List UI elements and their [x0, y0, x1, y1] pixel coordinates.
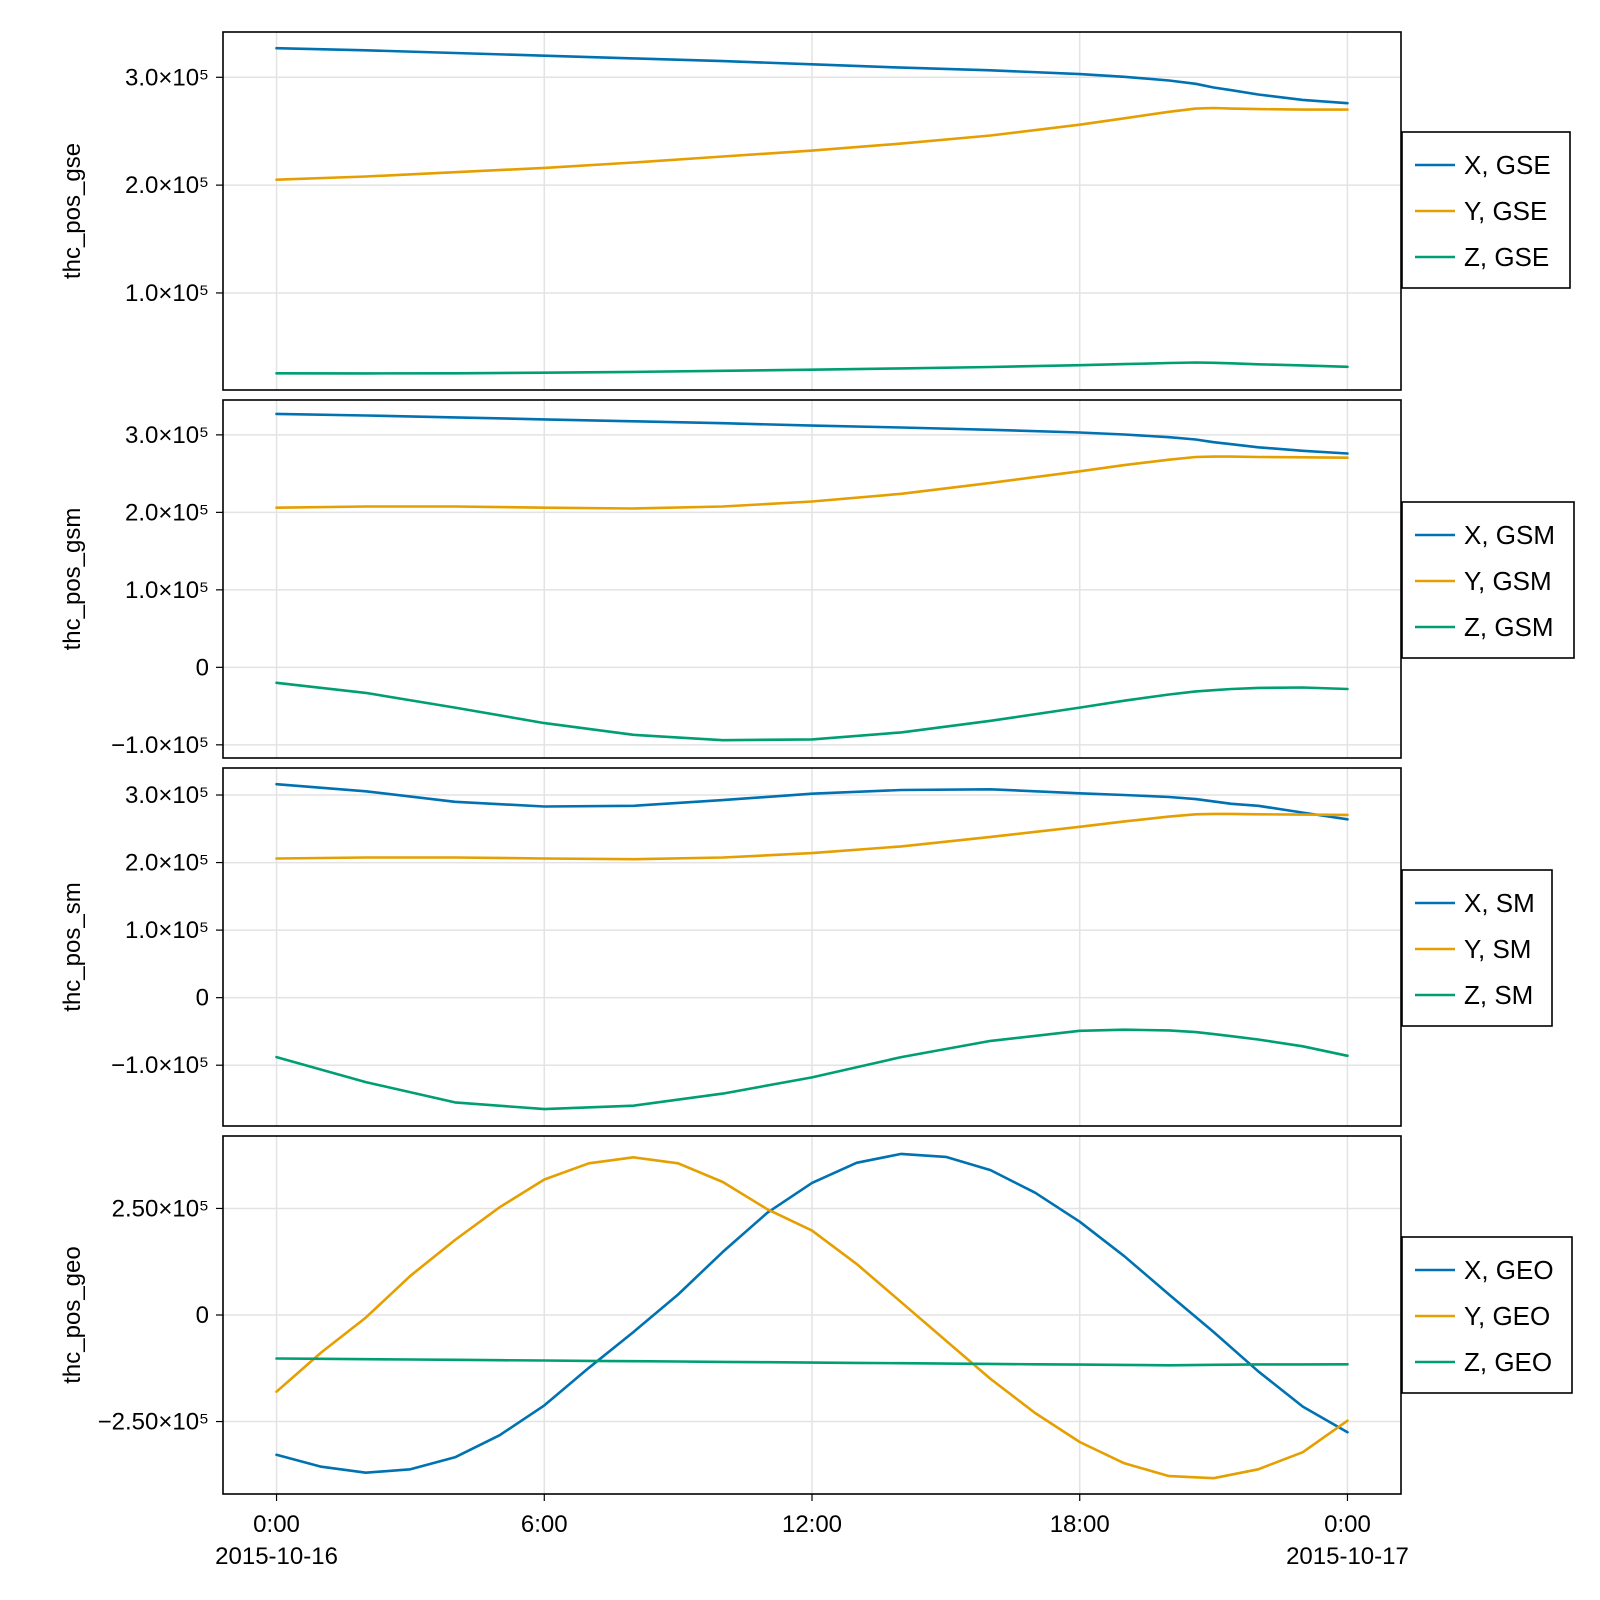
y-axis-label: thc_pos_geo [59, 1246, 86, 1383]
legend-label: Z, SM [1464, 980, 1533, 1010]
y-tick-label: 1.0×10⁵ [125, 280, 209, 307]
legend-label: X, SM [1464, 888, 1535, 918]
y-tick-label: 2.0×10⁵ [125, 172, 209, 199]
y-tick-label: 1.0×10⁵ [125, 577, 209, 604]
y-axis-label: thc_pos_gse [59, 143, 86, 279]
legend-label: Z, GEO [1464, 1347, 1552, 1377]
series-line-z [275, 681, 1349, 742]
legend-label: Z, GSM [1464, 612, 1554, 642]
legend-label: X, GSM [1464, 520, 1555, 550]
series-line-y [275, 455, 1349, 510]
series-line-x [275, 782, 1349, 821]
y-axis-label: thc_pos_gsm [59, 508, 86, 651]
legend-label: Y, GSM [1464, 566, 1552, 596]
y-tick-label: 0 [196, 1302, 209, 1329]
series-line-z [275, 1028, 1349, 1111]
series-line-x [275, 1152, 1349, 1474]
y-axis-label: thc_pos_sm [59, 882, 86, 1011]
y-tick-label: 2.50×10⁵ [112, 1195, 209, 1222]
x-tick-date-label: 2015-10-16 [215, 1543, 338, 1570]
x-tick-label: 0:00 [253, 1511, 300, 1538]
legend-label: Y, GEO [1464, 1301, 1550, 1331]
legend-label: Y, GSE [1464, 196, 1547, 226]
y-tick-label: 2.0×10⁵ [125, 850, 209, 877]
legend-label: X, GEO [1464, 1255, 1554, 1285]
series-line-y [275, 106, 1349, 181]
y-tick-label: 2.0×10⁵ [125, 499, 209, 526]
y-tick-label: −1.0×10⁵ [111, 1052, 209, 1079]
legend-label: X, GSE [1464, 150, 1551, 180]
y-tick-label: 3.0×10⁵ [125, 64, 209, 91]
panel-frame [222, 767, 1402, 1127]
y-tick-label: 0 [196, 654, 209, 681]
series-line-y [275, 812, 1349, 861]
y-tick-label: 3.0×10⁵ [125, 782, 209, 809]
series-line-y [275, 1156, 1349, 1480]
series-line-z [275, 361, 1349, 375]
legend-label: Y, SM [1464, 934, 1531, 964]
y-tick-label: −1.0×10⁵ [111, 732, 209, 759]
x-tick-date-label: 2015-10-17 [1286, 1543, 1409, 1570]
x-tick-label: 6:00 [521, 1511, 568, 1538]
y-tick-label: 3.0×10⁵ [125, 422, 209, 449]
y-tick-label: −2.50×10⁵ [98, 1409, 209, 1436]
x-tick-label: 0:00 [1324, 1511, 1371, 1538]
x-tick-label: 18:00 [1050, 1511, 1110, 1538]
series-line-z [275, 1357, 1349, 1367]
legend-label: Z, GSE [1464, 242, 1549, 272]
y-tick-label: 0 [196, 985, 209, 1012]
series-line-x [275, 412, 1349, 455]
panel-frame [222, 31, 1402, 391]
panel-frame [222, 399, 1402, 759]
x-tick-label: 12:00 [782, 1511, 842, 1538]
series-line-x [275, 46, 1349, 105]
y-tick-label: 1.0×10⁵ [125, 917, 209, 944]
